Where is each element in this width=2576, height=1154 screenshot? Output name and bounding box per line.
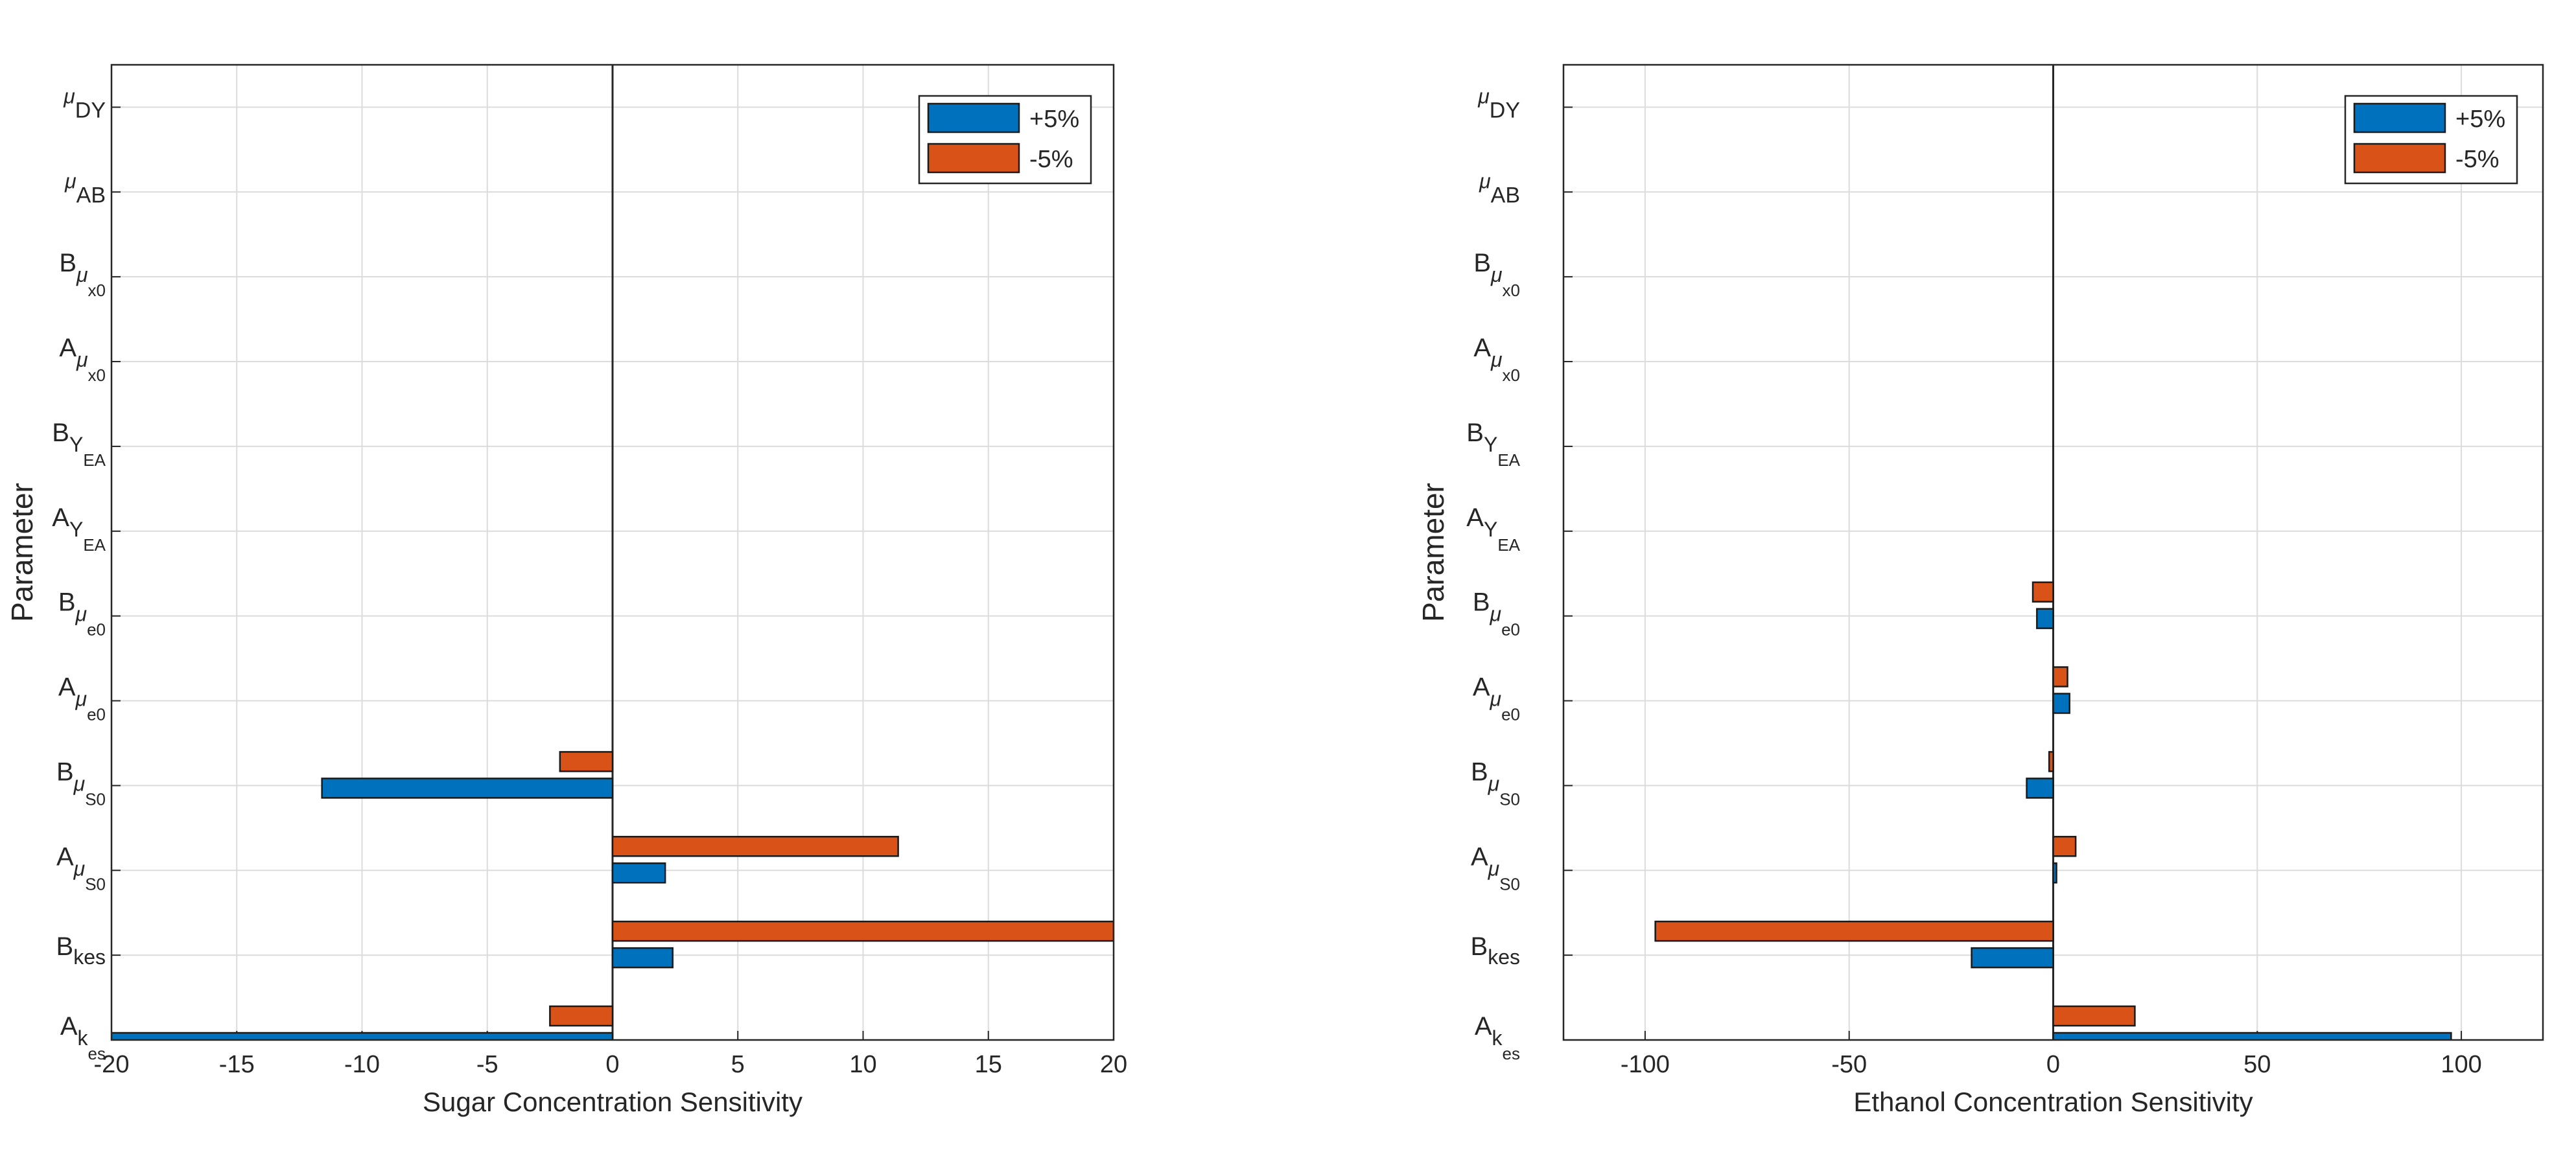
legend-swatch: [927, 143, 1020, 174]
y-tick-label: Akes: [1475, 1012, 1520, 1063]
y-tick-label: Bμx0: [59, 249, 106, 300]
legend-label: -5%: [1029, 146, 1073, 173]
x-tick-label: -50: [1831, 1051, 1867, 1078]
axes-box: [1562, 63, 2544, 1041]
y-tick-label: μDY: [1477, 84, 1520, 122]
x-tick-label: 15: [975, 1051, 1002, 1078]
y-tick-label: Aμx0: [1473, 334, 1520, 385]
y-tick-label: AμS0: [1471, 842, 1520, 894]
bars-layer: [111, 751, 1114, 1040]
x-tick-label: -20: [94, 1051, 130, 1078]
bar-minus5: [549, 1005, 614, 1027]
y-tick-label: μAB: [1479, 169, 1520, 207]
x-tick-label: 5: [731, 1051, 745, 1078]
y-tick-label: μDY: [63, 84, 106, 122]
y-tick-label: Bμx0: [1473, 249, 1520, 300]
y-tick-label: Bkes: [1471, 932, 1520, 969]
y-tick-label: AμS0: [56, 842, 106, 894]
x-axis-label: Sugar Concentration Sensitivity: [423, 1087, 802, 1117]
bar-plus5: [2052, 862, 2057, 884]
x-tick-label: 50: [2243, 1051, 2271, 1078]
y-tick-label: BYEA: [52, 419, 106, 470]
bar-minus5: [2052, 666, 2068, 687]
bars-layer: [1654, 581, 2452, 1040]
y-tick-label: Bμe0: [58, 588, 106, 640]
y-tick-label: Akes: [60, 1012, 106, 1063]
x-axis-label: Ethanol Concentration Sensitivity: [1853, 1087, 2253, 1117]
x-tick-label: -10: [344, 1051, 380, 1078]
y-axis-label: Parameter: [5, 483, 39, 622]
y-tick-label: AYEA: [1466, 503, 1520, 555]
y-tick-label: Bkes: [56, 932, 106, 969]
x-tick-label: 0: [2046, 1051, 2060, 1078]
legend-swatch: [2353, 143, 2446, 174]
bar-minus5: [2052, 836, 2077, 857]
bar-minus5: [2052, 1005, 2136, 1027]
bar-plus5: [2036, 608, 2054, 629]
bar-plus5: [111, 1032, 614, 1040]
bar-minus5: [2032, 581, 2054, 603]
x-tick-label: 100: [2441, 1051, 2481, 1078]
legend-label: -5%: [2455, 146, 2500, 173]
x-tick-label: 10: [849, 1051, 876, 1078]
legend: +5%-5%: [2344, 95, 2518, 185]
y-tick-label: Aμe0: [58, 673, 106, 724]
y-tick-label: μAB: [64, 169, 106, 207]
bar-minus5: [2048, 751, 2054, 772]
legend-label: +5%: [2455, 106, 2505, 133]
legend-swatch: [2353, 102, 2446, 133]
y-tick-label: Bμe0: [1473, 588, 1520, 640]
axes-box: [110, 63, 1115, 1041]
x-tick-label: 0: [605, 1051, 619, 1078]
x-tick-label: -15: [219, 1051, 255, 1078]
y-tick-label: AYEA: [52, 503, 106, 555]
bar-plus5: [611, 862, 666, 884]
x-tick-label: -100: [1621, 1051, 1670, 1078]
sugar-sensitivity-chart: -20 -15 -10 -5 0 5 10 15 20 Akes Bkes AμS0 BμS0 Aμe0 B…: [5, 63, 1127, 1117]
bar-plus5: [611, 947, 674, 969]
y-tick-label: Aμx0: [59, 334, 106, 385]
y-tick-label: Aμe0: [1473, 673, 1520, 724]
bar-minus5: [611, 836, 899, 857]
bar-plus5: [321, 778, 614, 799]
bar-plus5: [2052, 1032, 2452, 1040]
bar-minus5: [559, 751, 614, 772]
bar-minus5: [1654, 920, 2054, 942]
y-tick-label: BμS0: [56, 757, 106, 809]
legend: +5%-5%: [918, 95, 1092, 185]
bar-minus5: [611, 920, 1114, 942]
bar-plus5: [1971, 947, 2054, 969]
y-tick-label: BYEA: [1466, 419, 1520, 470]
bar-plus5: [2026, 778, 2054, 799]
ethanol-sensitivity-chart: -100 -50 0 50 100 Akes Bkes AμS0 BμS0 Aμe0 Bμe0 AYE…: [1416, 63, 2544, 1117]
y-axis-label: Parameter: [1416, 483, 1450, 622]
legend-label: +5%: [1029, 106, 1079, 133]
y-tick-label: BμS0: [1471, 757, 1520, 809]
x-tick-label: -5: [476, 1051, 498, 1078]
x-tick-label: 20: [1100, 1051, 1127, 1078]
legend-swatch: [927, 102, 1020, 133]
bar-plus5: [2052, 693, 2070, 714]
